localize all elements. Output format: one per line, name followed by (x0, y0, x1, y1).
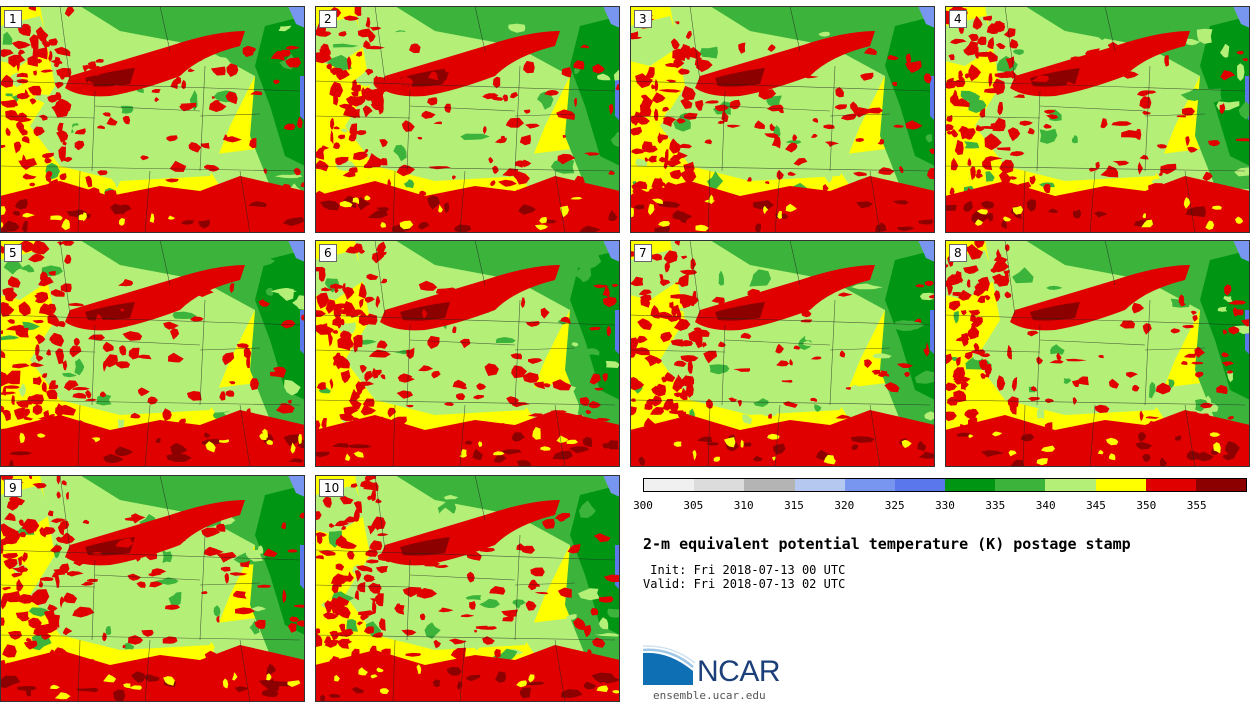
colorbar-tick-label: 340 (1035, 499, 1056, 512)
valid-time: Valid: Fri 2018-07-13 02 UTC (643, 577, 846, 591)
map-panel-image (315, 240, 620, 467)
map-panel-1: 1 (0, 6, 305, 233)
map-panel-10: 10 (315, 475, 620, 702)
map-panel-image (945, 6, 1250, 233)
panel-label: 7 (634, 244, 652, 262)
map-panel-image (0, 240, 305, 467)
colorbar-swatch (1045, 479, 1096, 491)
map-panel-7: 7 (630, 240, 935, 467)
colorbar-tick-label: 325 (884, 499, 905, 512)
panel-label: 8 (949, 244, 967, 262)
colorbar-swatch (1195, 479, 1247, 491)
colorbar-tick-label: 335 (985, 499, 1006, 512)
colorbar-tick-label: 320 (834, 499, 855, 512)
panel-label: 10 (319, 479, 345, 497)
map-panel-image (630, 6, 935, 233)
map-panel-9: 9 (0, 475, 305, 702)
colorbar (643, 478, 1247, 492)
map-panel-image (315, 6, 620, 233)
colorbar-tick-label: 310 (733, 499, 754, 512)
panel-label: 6 (319, 244, 337, 262)
colorbar-swatch (644, 479, 695, 491)
colorbar-tick-label: 305 (683, 499, 704, 512)
map-panel-image (630, 240, 935, 467)
colorbar-swatch (995, 479, 1046, 491)
colorbar-swatch (1145, 479, 1196, 491)
map-panel-image (0, 475, 305, 702)
colorbar-tick-label: 345 (1086, 499, 1106, 512)
init-time: Init: Fri 2018-07-13 00 UTC (643, 563, 846, 577)
colorbar-swatch (844, 479, 895, 491)
colorbar-tick-label: 355 (1186, 499, 1207, 512)
panel-label: 4 (949, 10, 967, 28)
ncar-logo-text: NCAR (697, 655, 781, 688)
map-panel-2: 2 (315, 6, 620, 233)
panel-label: 2 (319, 10, 337, 28)
map-panel-image (0, 6, 305, 233)
map-panel-4: 4 (945, 6, 1250, 233)
colorbar-swatch (894, 479, 946, 491)
colorbar-tick-label: 350 (1136, 499, 1157, 512)
colorbar-swatch (744, 479, 795, 491)
panel-label: 5 (4, 244, 22, 262)
ncar-logo-icon (643, 645, 696, 685)
map-panel-image (315, 475, 620, 702)
map-panel-6: 6 (315, 240, 620, 467)
colorbar-tick-label: 300 (633, 499, 653, 512)
plot-title: 2-m equivalent potential temperature (K)… (643, 535, 1131, 553)
panel-label: 1 (4, 10, 22, 28)
colorbar-tick-label: 315 (784, 499, 804, 512)
colorbar-swatch (794, 479, 845, 491)
panel-label: 9 (4, 479, 22, 497)
colorbar-swatch (694, 479, 745, 491)
site-url: ensemble.ucar.edu (653, 689, 766, 702)
map-panel-5: 5 (0, 240, 305, 467)
map-panel-3: 3 (630, 6, 935, 233)
map-panel-image (945, 240, 1250, 467)
colorbar-swatch (945, 479, 996, 491)
colorbar-tick-label: 330 (935, 499, 955, 512)
panel-label: 3 (634, 10, 652, 28)
colorbar-swatch (1095, 479, 1146, 491)
map-panel-8: 8 (945, 240, 1250, 467)
